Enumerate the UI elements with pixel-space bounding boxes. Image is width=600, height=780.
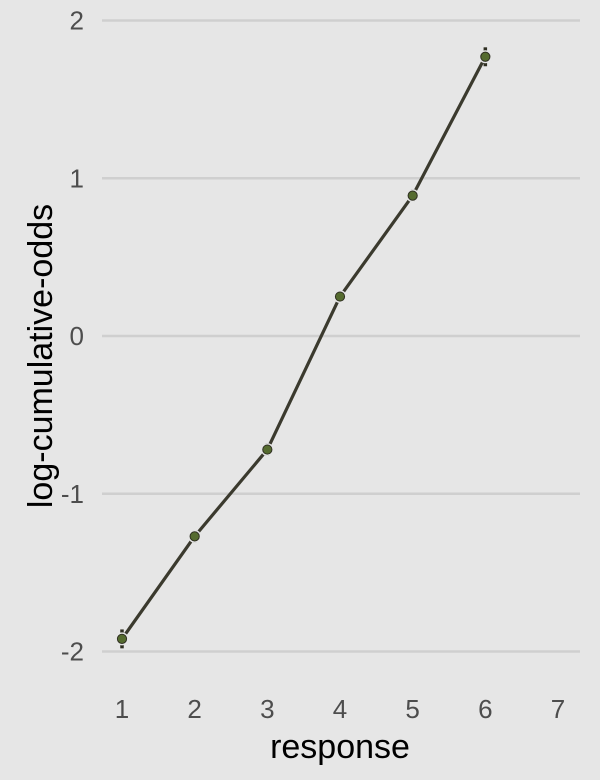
x-tick-label-1: 1 bbox=[115, 694, 129, 724]
data-point-3 bbox=[262, 444, 273, 455]
y-tick-label-0: 0 bbox=[70, 321, 84, 351]
x-tick-label-5: 5 bbox=[405, 694, 419, 724]
x-tick-labels: 1 2 3 4 5 6 7 bbox=[115, 694, 565, 724]
y-tick-labels: -2 -1 0 1 2 bbox=[61, 6, 84, 667]
series-line-0 bbox=[120, 56, 487, 640]
data-point-4 bbox=[334, 291, 346, 302]
data-point-6 bbox=[480, 51, 491, 62]
data-point-1 bbox=[116, 633, 128, 644]
x-tick-label-4: 4 bbox=[333, 694, 347, 724]
data-point-2 bbox=[189, 531, 200, 542]
x-tick-label-7: 7 bbox=[551, 694, 565, 724]
x-tick-label-3: 3 bbox=[260, 694, 274, 724]
gridlines bbox=[102, 19, 580, 653]
data-point-5 bbox=[407, 190, 418, 201]
y-tick-label-1: 1 bbox=[70, 163, 84, 193]
y-axis-title: log-cumulative-odds bbox=[22, 204, 60, 508]
x-axis-title: response bbox=[270, 728, 410, 766]
y-tick-label--2: -2 bbox=[61, 637, 84, 667]
y-tick-label--1: -1 bbox=[61, 479, 84, 509]
x-tick-label-2: 2 bbox=[187, 694, 201, 724]
y-tick-label-2: 2 bbox=[70, 6, 84, 36]
series-layer bbox=[115, 47, 492, 649]
x-tick-label-6: 6 bbox=[478, 694, 492, 724]
